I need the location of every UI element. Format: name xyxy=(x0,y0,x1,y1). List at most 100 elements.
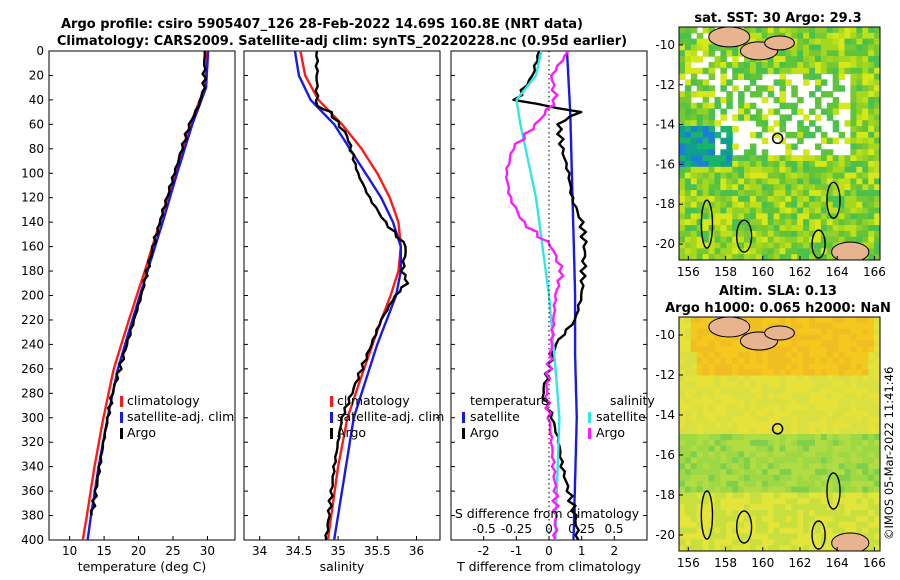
map-cell xyxy=(809,510,816,517)
map-cell xyxy=(820,219,828,226)
map-cell xyxy=(732,219,739,226)
map-cell xyxy=(856,422,863,429)
map-cell xyxy=(702,340,710,347)
map-cell xyxy=(744,398,751,406)
map-cell xyxy=(779,56,786,63)
map-cell xyxy=(679,120,686,127)
map-cell xyxy=(868,32,875,40)
legend-label: Argo xyxy=(470,425,499,440)
map-cell xyxy=(850,381,857,388)
sst-map-frame xyxy=(678,26,881,261)
map-cell xyxy=(761,120,769,127)
map-cell xyxy=(791,143,798,150)
map-cell xyxy=(850,190,857,197)
map-cell xyxy=(696,504,704,511)
map-cell xyxy=(755,463,763,470)
map-cell xyxy=(868,416,875,423)
map-cell xyxy=(785,166,792,174)
map-cell xyxy=(809,213,816,220)
map-cell xyxy=(749,190,757,197)
map-cell xyxy=(714,439,721,447)
map-cell xyxy=(838,230,846,238)
sdiff-xlabel: S difference from climatology xyxy=(455,506,640,521)
map-cell xyxy=(785,322,792,330)
map-cell xyxy=(791,213,798,220)
map-cell xyxy=(838,404,846,412)
map-cell xyxy=(862,62,869,69)
map-cell xyxy=(791,352,798,359)
y-tick-label: 60 xyxy=(29,117,44,131)
map-cell xyxy=(690,328,698,336)
map-cell xyxy=(832,474,840,482)
map-cell xyxy=(844,363,851,371)
map-cell xyxy=(773,201,781,209)
map-cell xyxy=(773,510,781,517)
map-cell xyxy=(844,236,851,244)
map-cell xyxy=(738,91,745,98)
map-cell xyxy=(868,155,875,162)
map-cell xyxy=(815,474,822,482)
map-cell xyxy=(679,328,686,336)
map-cell xyxy=(856,178,863,185)
map-cell xyxy=(755,166,763,174)
map-cell xyxy=(874,155,880,162)
map-cell xyxy=(726,410,733,417)
map-cell xyxy=(702,410,710,417)
map-cell xyxy=(744,236,751,244)
map-cell xyxy=(874,381,880,388)
map-cell xyxy=(820,213,828,220)
map-cell xyxy=(726,510,733,517)
map-cell xyxy=(779,381,786,388)
map-cell xyxy=(856,184,863,191)
map-cell xyxy=(868,67,875,75)
map-cell xyxy=(785,219,792,226)
map-cell xyxy=(779,236,786,244)
map-cell xyxy=(690,340,698,347)
map-cell xyxy=(761,32,769,40)
map-cell xyxy=(809,131,816,139)
map-cell xyxy=(838,346,846,353)
map-cell xyxy=(874,393,880,400)
map-cell xyxy=(820,369,828,376)
map-cell xyxy=(767,381,775,388)
map-cell xyxy=(696,248,704,255)
map-cell xyxy=(732,393,739,400)
map-cell xyxy=(815,486,822,493)
map-cell xyxy=(820,317,828,324)
map-cell xyxy=(809,498,816,505)
map-x-tick-label: 156 xyxy=(677,556,700,570)
map-cell xyxy=(803,207,810,214)
map-cell xyxy=(726,131,733,139)
map-cell xyxy=(844,498,851,505)
map-cell xyxy=(767,91,775,98)
map-cell xyxy=(767,539,775,546)
map-cell xyxy=(744,62,751,69)
map-cell xyxy=(832,317,840,324)
map-cell xyxy=(815,334,822,341)
map-cell xyxy=(732,387,739,394)
map-cell xyxy=(720,393,727,400)
map-cell xyxy=(767,521,775,529)
map-cell xyxy=(755,422,763,429)
map-cell xyxy=(785,161,792,168)
y-tick-label: 340 xyxy=(21,460,44,474)
map-cell xyxy=(785,155,792,162)
map-cell xyxy=(862,346,869,353)
map-cell xyxy=(815,126,822,133)
map-cell xyxy=(684,155,692,162)
map-cell xyxy=(815,410,822,417)
map-cell xyxy=(767,172,775,179)
map-cell xyxy=(850,108,857,115)
map-cell xyxy=(696,149,704,156)
map-cell xyxy=(696,533,704,540)
map-cell xyxy=(809,184,816,191)
map-cell xyxy=(803,492,810,499)
map-cell xyxy=(702,149,710,156)
map-cell xyxy=(868,225,875,232)
map-cell xyxy=(826,155,834,162)
map-cell xyxy=(874,161,880,168)
map-cell xyxy=(826,434,834,441)
map-cell xyxy=(874,184,880,191)
map-cell xyxy=(749,219,757,226)
map-cell xyxy=(797,486,804,493)
